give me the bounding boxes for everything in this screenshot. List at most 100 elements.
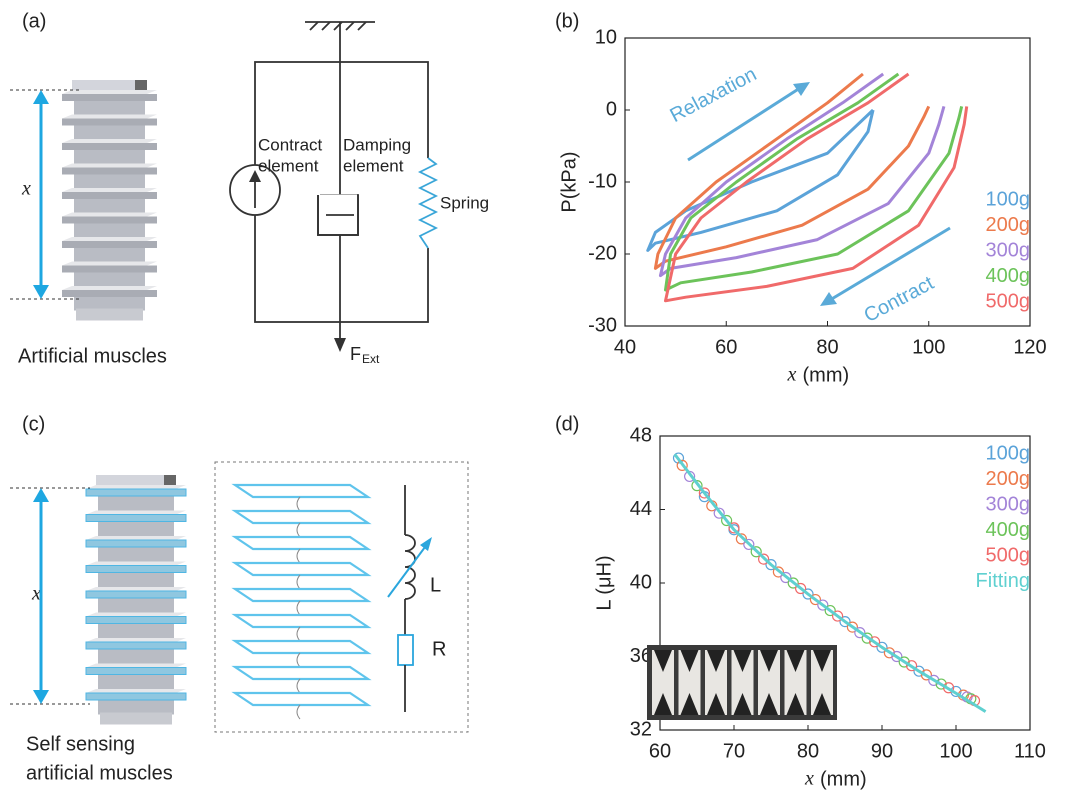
plate-side: [62, 265, 157, 273]
inset-notch: [733, 650, 752, 672]
x-tick-label: 80: [797, 740, 819, 762]
cap-end: [135, 80, 147, 90]
series-line: [673, 453, 987, 713]
inset-notch: [760, 693, 778, 715]
data-point: [698, 487, 711, 499]
plate-side: [85, 692, 187, 701]
x-label-symbol: x: [787, 364, 797, 386]
y-tick-label: 48: [630, 424, 652, 446]
x-tick-label: 100: [939, 740, 972, 762]
inset-notch: [786, 650, 805, 672]
coil: [231, 483, 372, 499]
plate-top: [62, 114, 157, 119]
core: [74, 122, 145, 139]
y-tick-label: -10: [588, 170, 617, 192]
x-tick-label: 120: [1013, 336, 1046, 358]
plate-top: [86, 689, 186, 693]
x-symbol: x: [31, 583, 41, 605]
plate-side: [85, 590, 187, 599]
annotation: Relaxation: [666, 63, 760, 127]
panel-label: (a): [22, 10, 46, 32]
inset-notch: [813, 693, 831, 715]
coil-link: [296, 574, 301, 590]
plate-top: [86, 587, 186, 591]
y-label: P(kPa): [558, 151, 580, 212]
cap-end: [164, 475, 176, 485]
y-tick-label: 36: [630, 645, 652, 667]
data-point: [787, 577, 799, 589]
core: [74, 245, 145, 262]
y-tick-label: 32: [630, 718, 652, 740]
plate-side: [85, 641, 187, 650]
inset-notch: [813, 650, 831, 672]
x-label-symbol: x: [804, 768, 814, 790]
core: [98, 646, 174, 664]
inset-notch: [654, 650, 672, 672]
plate-top: [86, 612, 186, 617]
coil: [231, 509, 372, 525]
coil-link: [296, 678, 301, 694]
arrow-head: [33, 285, 49, 299]
legend-entry: 500g: [986, 544, 1031, 566]
data-point: [691, 480, 703, 492]
plate-side: [85, 514, 187, 522]
data-point: [920, 669, 933, 681]
core: [74, 196, 145, 213]
inset-notch: [707, 650, 725, 672]
x-label: (mm): [820, 768, 867, 790]
data-point: [913, 665, 925, 677]
plate-top: [86, 510, 186, 515]
circuit-a: Contract element Damping element Spring …: [229, 21, 489, 366]
x-tick-label: 60: [715, 336, 737, 358]
legend-entry: 500g: [986, 290, 1031, 312]
data-point: [802, 588, 814, 600]
y-tick-label: 44: [630, 498, 652, 520]
y-tick-label: 40: [630, 571, 652, 593]
illustrations: [10, 80, 372, 725]
core: [74, 147, 145, 164]
legend-entry: 400g: [986, 265, 1031, 287]
data-point: [676, 459, 688, 471]
x-tick-label: 100: [912, 336, 945, 358]
core: [98, 544, 174, 562]
x-tick-label: 110: [1014, 740, 1046, 762]
plate-top: [62, 286, 157, 290]
contract-label: Contract: [258, 135, 323, 154]
plate-side: [85, 488, 187, 497]
plate-top: [62, 261, 157, 266]
caption: Artificial muscles: [18, 345, 167, 367]
caption: Self sensing: [26, 733, 135, 755]
coil-link: [296, 704, 301, 720]
core: [98, 595, 174, 613]
inductor-label: L: [430, 574, 441, 596]
data-point: [809, 593, 822, 606]
plate-top: [62, 163, 157, 168]
x-symbol: x: [21, 178, 31, 200]
data-point: [928, 674, 940, 686]
core: [98, 620, 174, 638]
core: [74, 98, 145, 115]
plate-side: [85, 539, 187, 548]
data-point: [794, 582, 807, 595]
y-label: L (μH): [593, 555, 615, 610]
inset-notch: [786, 693, 805, 715]
arrow-head: [793, 82, 810, 96]
plate-side: [62, 118, 157, 126]
inset-cell: [758, 650, 780, 715]
x-tick-label: 40: [614, 336, 636, 358]
force-label: F: [350, 344, 361, 364]
data-point: [831, 610, 844, 622]
plate-side: [62, 167, 157, 175]
plate-side: [62, 94, 157, 101]
data-point: [713, 507, 725, 519]
plate-top: [86, 485, 186, 489]
data-point: [876, 641, 888, 653]
coil-link: [296, 548, 301, 564]
core: [74, 294, 145, 311]
legend-entry: 400g: [986, 519, 1031, 541]
cap: [96, 475, 176, 485]
y-tick-label: -20: [588, 242, 617, 264]
panel-label: (d): [555, 413, 579, 435]
core: [74, 220, 145, 237]
plate-top: [62, 139, 157, 143]
